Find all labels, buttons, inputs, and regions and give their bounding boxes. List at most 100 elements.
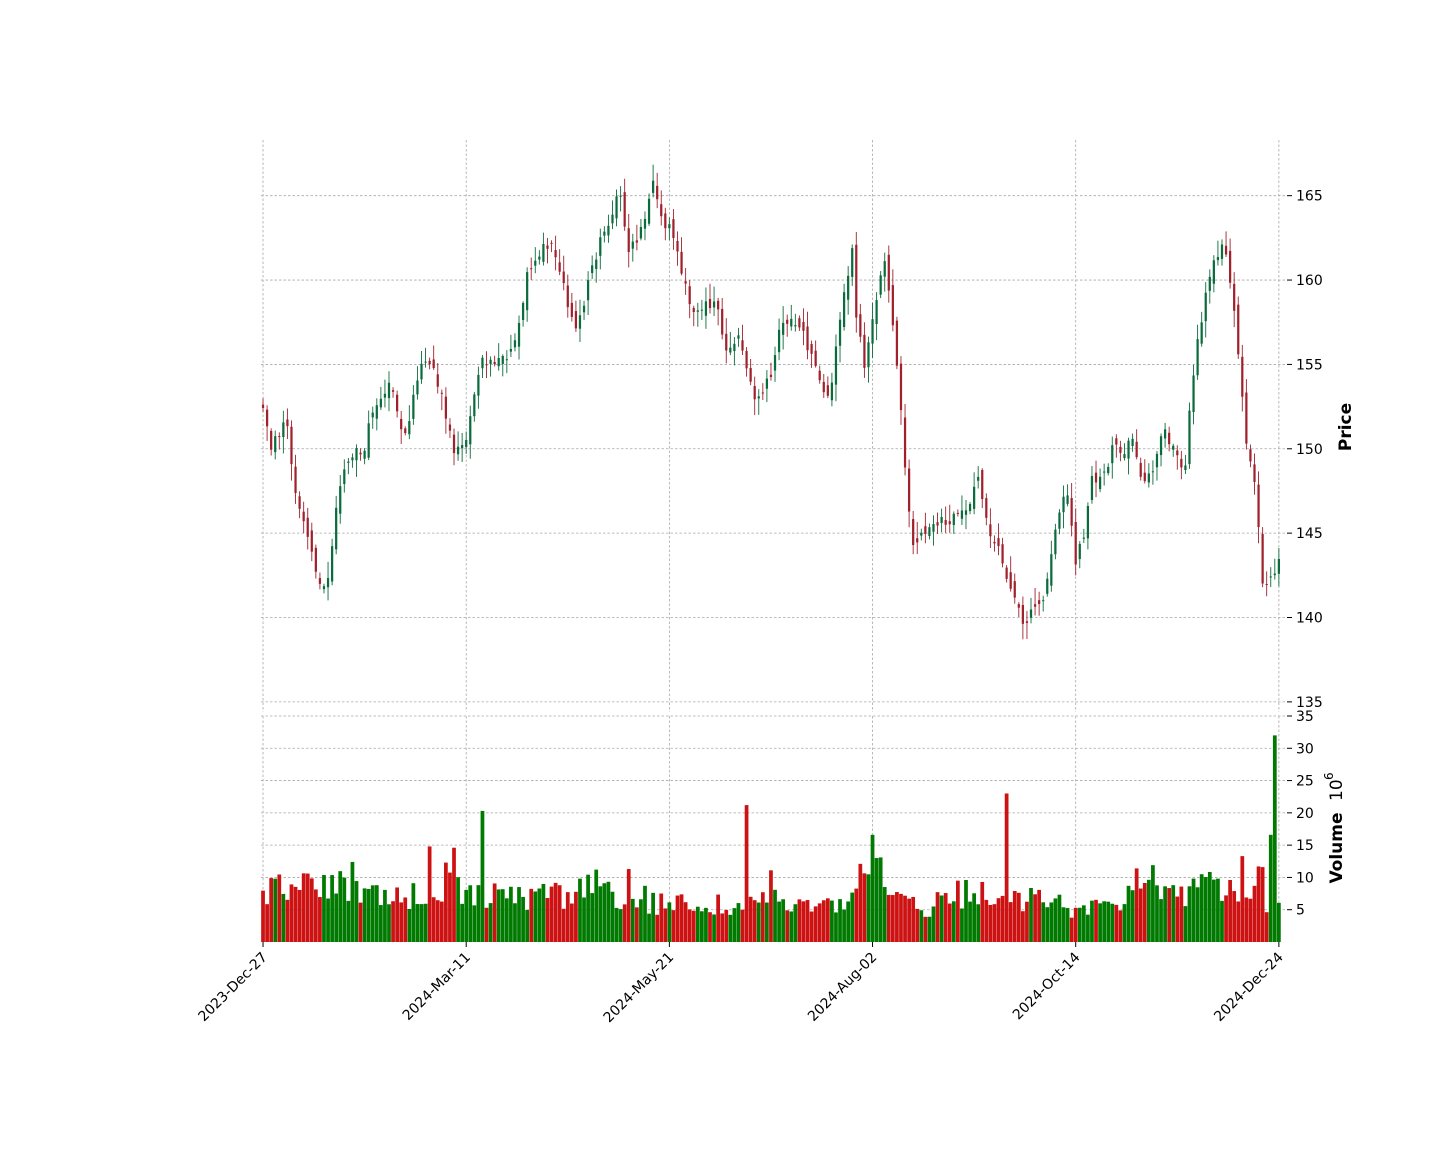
volume-bar: [980, 881, 985, 942]
volume-bar: [1053, 898, 1058, 942]
candle-body: [847, 275, 850, 300]
candle-body: [465, 440, 468, 448]
volume-bar: [923, 916, 928, 942]
candle-body: [672, 219, 675, 238]
candle-body: [1090, 476, 1094, 501]
volume-bar: [1167, 888, 1172, 942]
volume-bar: [358, 902, 363, 942]
candle-body: [355, 447, 358, 461]
volume-bar: [1268, 834, 1273, 942]
volume-bar: [273, 878, 278, 942]
volume-bar: [464, 889, 469, 942]
volume-bar: [639, 899, 643, 942]
x-tick-label: 2024-Oct-14: [1010, 949, 1084, 1023]
volume-bar: [427, 846, 432, 942]
volume-bar: [695, 906, 700, 942]
volume-bar: [890, 895, 895, 942]
candle-body: [1200, 322, 1203, 344]
candle-body: [339, 486, 342, 514]
volume-bar: [1244, 897, 1249, 942]
volume-bar: [1029, 888, 1033, 942]
candle-body: [1139, 462, 1142, 477]
volume-bar: [387, 904, 391, 942]
volume-bar: [1045, 907, 1050, 942]
volume-bar: [435, 900, 440, 942]
candle-body: [1025, 621, 1029, 623]
candle-body: [1107, 466, 1110, 474]
price-tick-label: 140: [1296, 611, 1323, 627]
volume-bar: [809, 911, 814, 942]
candle-body: [607, 225, 610, 236]
volume-bar: [496, 889, 501, 942]
candle-body: [326, 578, 330, 588]
candle-body: [351, 457, 354, 461]
volume-bar: [509, 886, 513, 942]
candle-body: [721, 308, 724, 335]
volume-bar: [557, 885, 562, 942]
x-tick-label: 2024-Mar-11: [400, 950, 474, 1024]
volume-bar: [801, 901, 806, 942]
volume-bar: [1142, 882, 1147, 942]
volume-bar: [842, 909, 846, 942]
volume-bar: [285, 899, 290, 942]
candle-body: [859, 314, 862, 337]
volume-axis-title: Volume 10 6: [1322, 772, 1347, 883]
volume-bar: [350, 861, 355, 942]
candle-body: [1237, 304, 1240, 355]
volume-bar: [1086, 914, 1090, 942]
volume-bar: [1232, 891, 1237, 942]
candle-body: [1224, 245, 1228, 255]
volume-bar: [431, 897, 436, 942]
volume-bar: [951, 901, 956, 942]
volume-bar: [651, 892, 655, 942]
volume-bar: [391, 901, 395, 942]
candle-body: [1103, 471, 1106, 473]
candle-body: [485, 364, 488, 366]
volume-bar: [1138, 888, 1143, 942]
volume-bar: [663, 908, 668, 942]
volume-bar: [1151, 865, 1155, 942]
candle-body: [416, 380, 419, 395]
volume-bar: [785, 910, 790, 942]
candle-body: [493, 361, 496, 365]
volume-bar: [281, 893, 286, 942]
candle-body: [473, 394, 476, 417]
candle-body: [960, 510, 964, 519]
volume-bar: [805, 900, 810, 942]
volume-tick-label: 15: [1296, 838, 1314, 854]
volume-bar: [309, 878, 314, 942]
candle-body: [546, 245, 549, 249]
volume-bar: [846, 901, 851, 942]
volume-bar: [301, 873, 306, 942]
candle-body: [619, 195, 622, 197]
volume-bar: [594, 869, 599, 942]
candle-body: [916, 538, 919, 543]
candle-body: [469, 416, 472, 445]
price-tick-label: 150: [1296, 442, 1323, 458]
candle-body: [501, 355, 504, 364]
volume-bar: [630, 898, 635, 942]
candle-body: [924, 526, 927, 534]
volume-bar: [996, 898, 1001, 942]
candle-body: [704, 301, 708, 316]
candle-body: [404, 428, 407, 434]
volume-bar: [700, 911, 704, 942]
candle-body: [497, 357, 500, 367]
candle-body: [1062, 496, 1065, 513]
volume-bar: [960, 908, 964, 942]
volume-bar: [602, 883, 607, 942]
candle-body: [948, 521, 951, 525]
volume-bar: [1025, 901, 1029, 942]
candle-body: [456, 446, 460, 455]
candle-body: [408, 421, 411, 435]
volume-bar: [606, 881, 611, 942]
candle-body: [538, 256, 541, 260]
candle-body: [851, 248, 854, 277]
candle-body: [298, 496, 301, 509]
volume-bar: [330, 875, 334, 942]
volume-bar: [947, 903, 952, 942]
volume-axis-title-text: Volume: [1327, 812, 1347, 883]
volume-bar: [1090, 900, 1094, 942]
